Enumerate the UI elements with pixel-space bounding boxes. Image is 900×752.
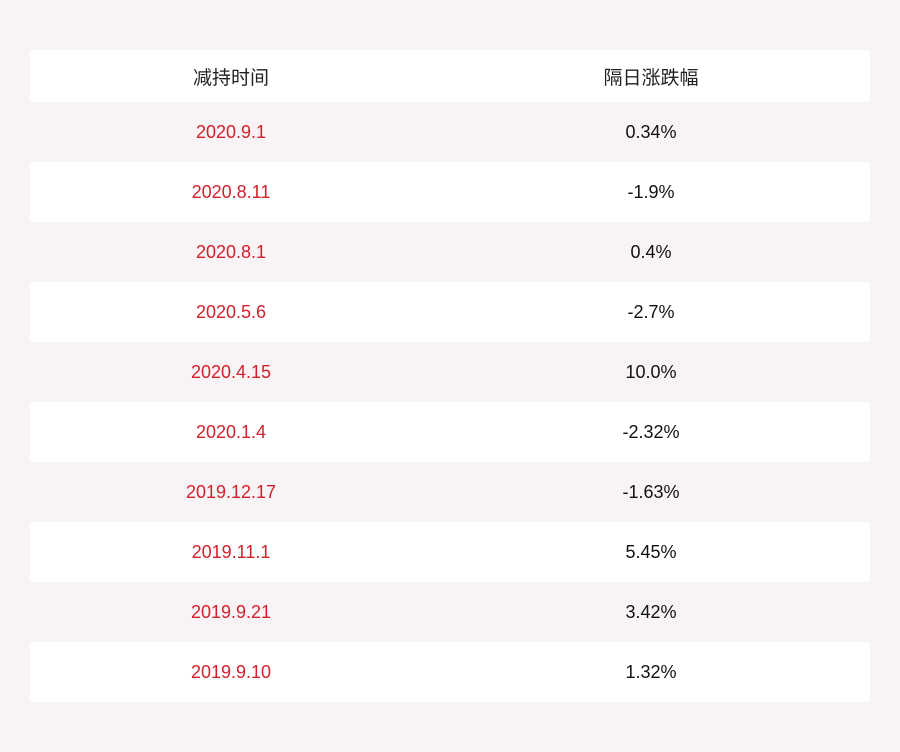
- table-row: 2020.4.15 10.0%: [30, 342, 870, 402]
- change-cell: 10.0%: [625, 361, 677, 382]
- header-cell: 隔日涨跌幅: [603, 67, 699, 89]
- date-cell: 2020.5.6: [195, 301, 267, 322]
- change-cell: -2.7%: [627, 301, 675, 322]
- date-cell: 2019.9.10: [190, 661, 272, 682]
- change-cell: 0.34%: [625, 121, 677, 142]
- table: 减持时间 隔日涨跌幅 2020.9.1 0.34% 2020.8.11 -1.9% 20…: [30, 50, 870, 702]
- date-cell: 2020.8.1: [195, 241, 267, 262]
- date-cell: 2019.11.1: [191, 541, 271, 562]
- table-row: 2019.9.21 3.42%: [30, 582, 870, 642]
- date-cell: 2020.1.4: [195, 421, 267, 442]
- date-cell: 2020.9.1: [195, 121, 267, 142]
- table-row: 2020.8.1 0.4%: [30, 222, 870, 282]
- change-cell: -2.32%: [622, 421, 680, 442]
- table-row: 2019.9.10 1.32%: [30, 642, 870, 702]
- table-row: 2019.12.17 -1.63%: [30, 462, 870, 522]
- table-row: 2020.9.1 0.34%: [30, 102, 870, 162]
- date-cell: 2019.9.21: [190, 601, 272, 622]
- header-row: 减持时间 隔日涨跌幅: [30, 50, 870, 102]
- date-cell: 2020.4.15: [190, 361, 272, 382]
- table-row: 2020.1.4 -2.32%: [30, 402, 870, 462]
- change-cell: -1.63%: [622, 481, 680, 502]
- table-row: 2020.8.11 -1.9%: [30, 162, 870, 222]
- change-cell: -1.9%: [627, 181, 675, 202]
- change-cell: 1.32%: [625, 661, 677, 682]
- table-row: 2019.11.1 5.45%: [30, 522, 870, 582]
- date-cell: 2019.12.17: [185, 481, 277, 502]
- header-cell: 减持时间: [192, 67, 269, 89]
- change-cell: 0.4%: [630, 241, 672, 262]
- change-cell: 5.45%: [625, 541, 677, 562]
- date-cell: 2020.8.11: [191, 181, 271, 202]
- change-cell: 3.42%: [625, 601, 677, 622]
- table-row: 2020.5.6 -2.7%: [30, 282, 870, 342]
